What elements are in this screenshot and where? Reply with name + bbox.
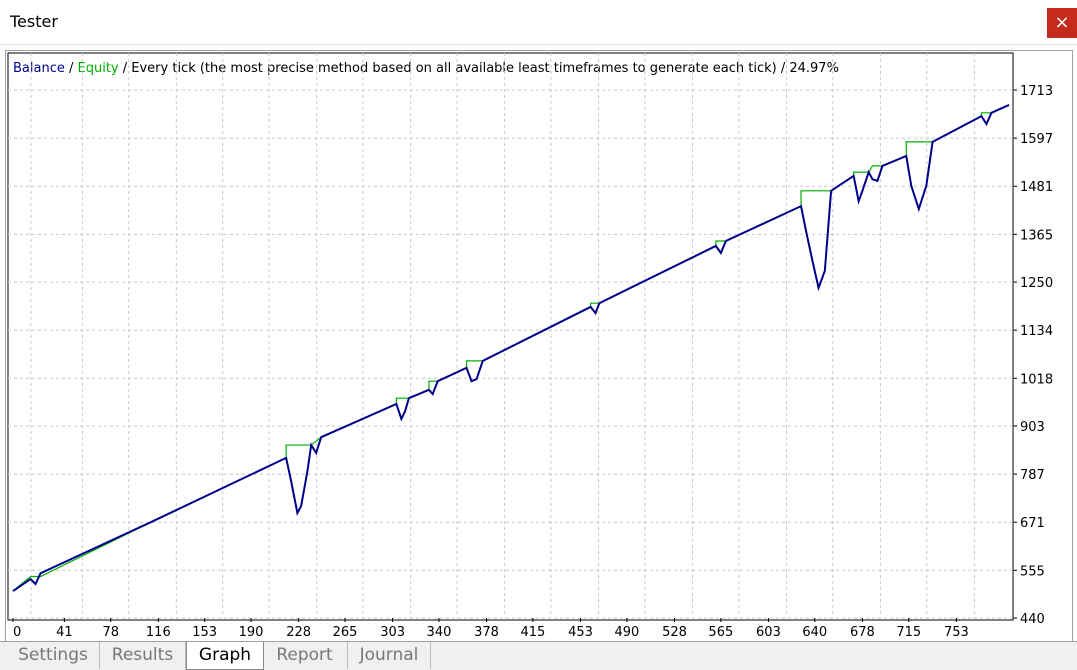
tab[interactable]: Report — [262, 642, 348, 669]
x-tick-label: 640 — [802, 625, 827, 640]
y-tick-label: 1250 — [1020, 276, 1053, 291]
x-tick-label: 490 — [614, 625, 639, 640]
legend-part: Equity — [78, 61, 119, 76]
legend-part: / — [65, 61, 78, 76]
legend-part: / Every tick (the most precise method ba… — [119, 61, 839, 76]
tab[interactable]: Settings — [7, 642, 100, 669]
x-tick-label: 565 — [708, 625, 733, 640]
tab[interactable]: Journal — [348, 642, 431, 669]
x-tick-label: 190 — [239, 625, 264, 640]
x-tick-label: 265 — [333, 625, 358, 640]
y-tick-label: 440 — [1020, 612, 1045, 627]
plot-area — [7, 52, 1014, 621]
y-tick-label: 1481 — [1020, 180, 1053, 195]
x-tick-label: 528 — [662, 625, 687, 640]
y-tick-label: 1134 — [1020, 324, 1053, 339]
x-tick-label: 228 — [286, 625, 311, 640]
y-tick-label: 1365 — [1020, 228, 1053, 243]
x-tick-label: 340 — [427, 625, 452, 640]
x-tick-label: 715 — [896, 625, 921, 640]
y-tick-label: 787 — [1020, 468, 1045, 483]
series-line — [12, 104, 1010, 592]
x-tick-label: 753 — [944, 625, 969, 640]
x-tick-label: 0 — [13, 625, 21, 640]
legend-part: Balance — [13, 61, 65, 76]
x-tick-label: 603 — [756, 625, 781, 640]
window-title: Tester — [10, 12, 58, 31]
chart-frame: Balance / Equity / Every tick (the most … — [5, 50, 1073, 642]
x-tick-label: 116 — [146, 625, 171, 640]
y-tick-label: 903 — [1020, 420, 1045, 435]
chart: Balance / Equity / Every tick (the most … — [7, 52, 1053, 640]
tab[interactable]: Graph — [186, 642, 264, 670]
x-tick-label: 453 — [568, 625, 593, 640]
legend: Balance / Equity / Every tick (the most … — [13, 61, 839, 76]
y-tick-label: 671 — [1020, 516, 1045, 531]
close-button[interactable]: × — [1047, 8, 1077, 38]
x-tick-label: 415 — [521, 625, 546, 640]
x-tick-label: 303 — [380, 625, 405, 640]
x-tick-label: 41 — [56, 625, 73, 640]
y-tick-label: 555 — [1020, 564, 1045, 579]
x-tick-label: 678 — [850, 625, 875, 640]
tab[interactable]: Results — [100, 642, 186, 669]
series-line — [12, 104, 1010, 592]
y-tick-label: 1018 — [1020, 372, 1053, 387]
title-bar: Tester × — [0, 0, 1077, 45]
x-tick-label: 78 — [102, 625, 119, 640]
tab-bar: Settings Results Graph Report Journal — [0, 641, 1077, 670]
y-tick-label: 1713 — [1020, 84, 1053, 99]
x-tick-label: 153 — [192, 625, 217, 640]
x-tick-label: 378 — [474, 625, 499, 640]
y-tick-label: 1597 — [1020, 132, 1053, 147]
